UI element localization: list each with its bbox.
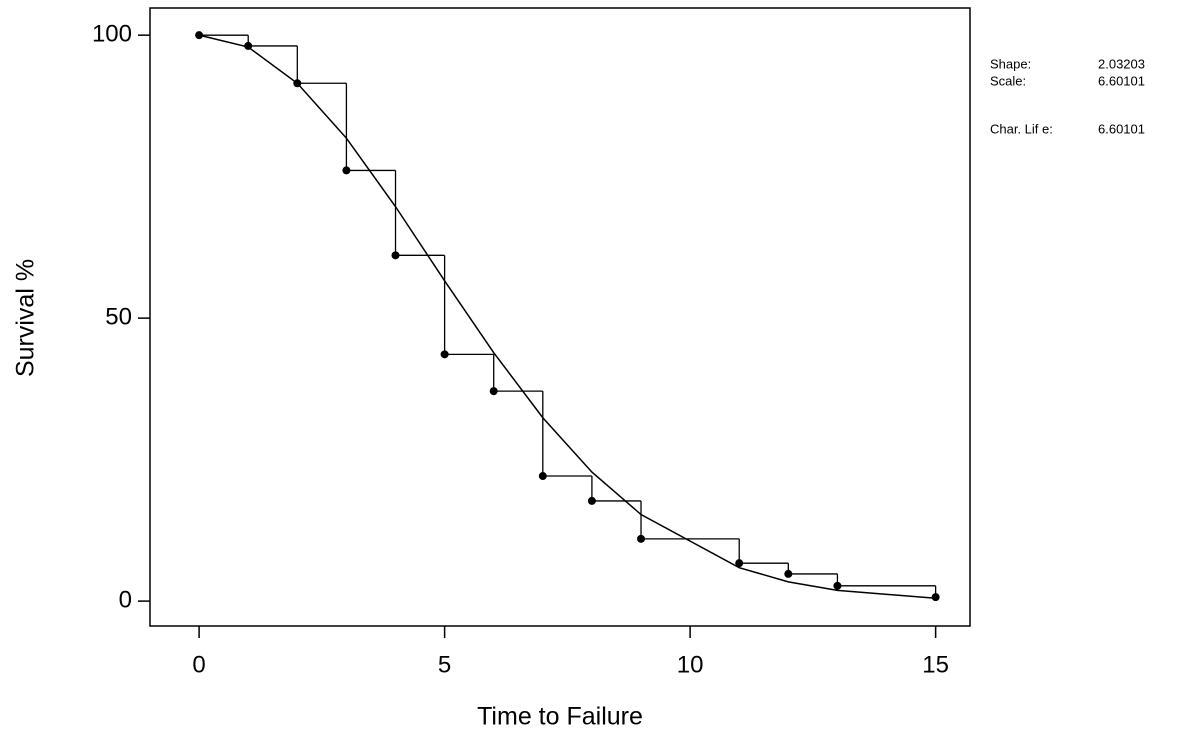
x-tick-label: 10 [677, 651, 704, 678]
data-point [391, 251, 400, 260]
plot-frame [149, 7, 971, 627]
y-tick-label: 100 [92, 21, 132, 48]
annotation-value: 6.60101 [1098, 121, 1145, 136]
data-point [587, 496, 596, 505]
x-tick-label: 5 [438, 651, 451, 678]
data-point [637, 534, 646, 543]
y-tick-label: 50 [105, 303, 132, 330]
fit-line [198, 34, 936, 600]
annotation-value: 2.03203 [1098, 56, 1145, 71]
y-axis-label: Survival % [12, 259, 40, 377]
data-point [342, 166, 351, 175]
x-tick-label: 0 [192, 651, 205, 678]
data-point [931, 593, 940, 602]
x-tick-label: 15 [922, 651, 949, 678]
data-point [538, 472, 547, 481]
y-tick-label: 0 [119, 586, 132, 613]
x-axis-label: Time to Failure [477, 703, 643, 731]
data-point [735, 559, 744, 568]
data-point [784, 569, 793, 578]
data-point [833, 581, 842, 590]
annotation-value: 6.60101 [1098, 73, 1145, 88]
data-point [489, 387, 498, 396]
data-point [440, 350, 449, 359]
annotation-label: Shape: [990, 56, 1031, 71]
annotation-label: Char. Lif e: [990, 121, 1053, 136]
annotation-label: Scale: [990, 73, 1026, 88]
